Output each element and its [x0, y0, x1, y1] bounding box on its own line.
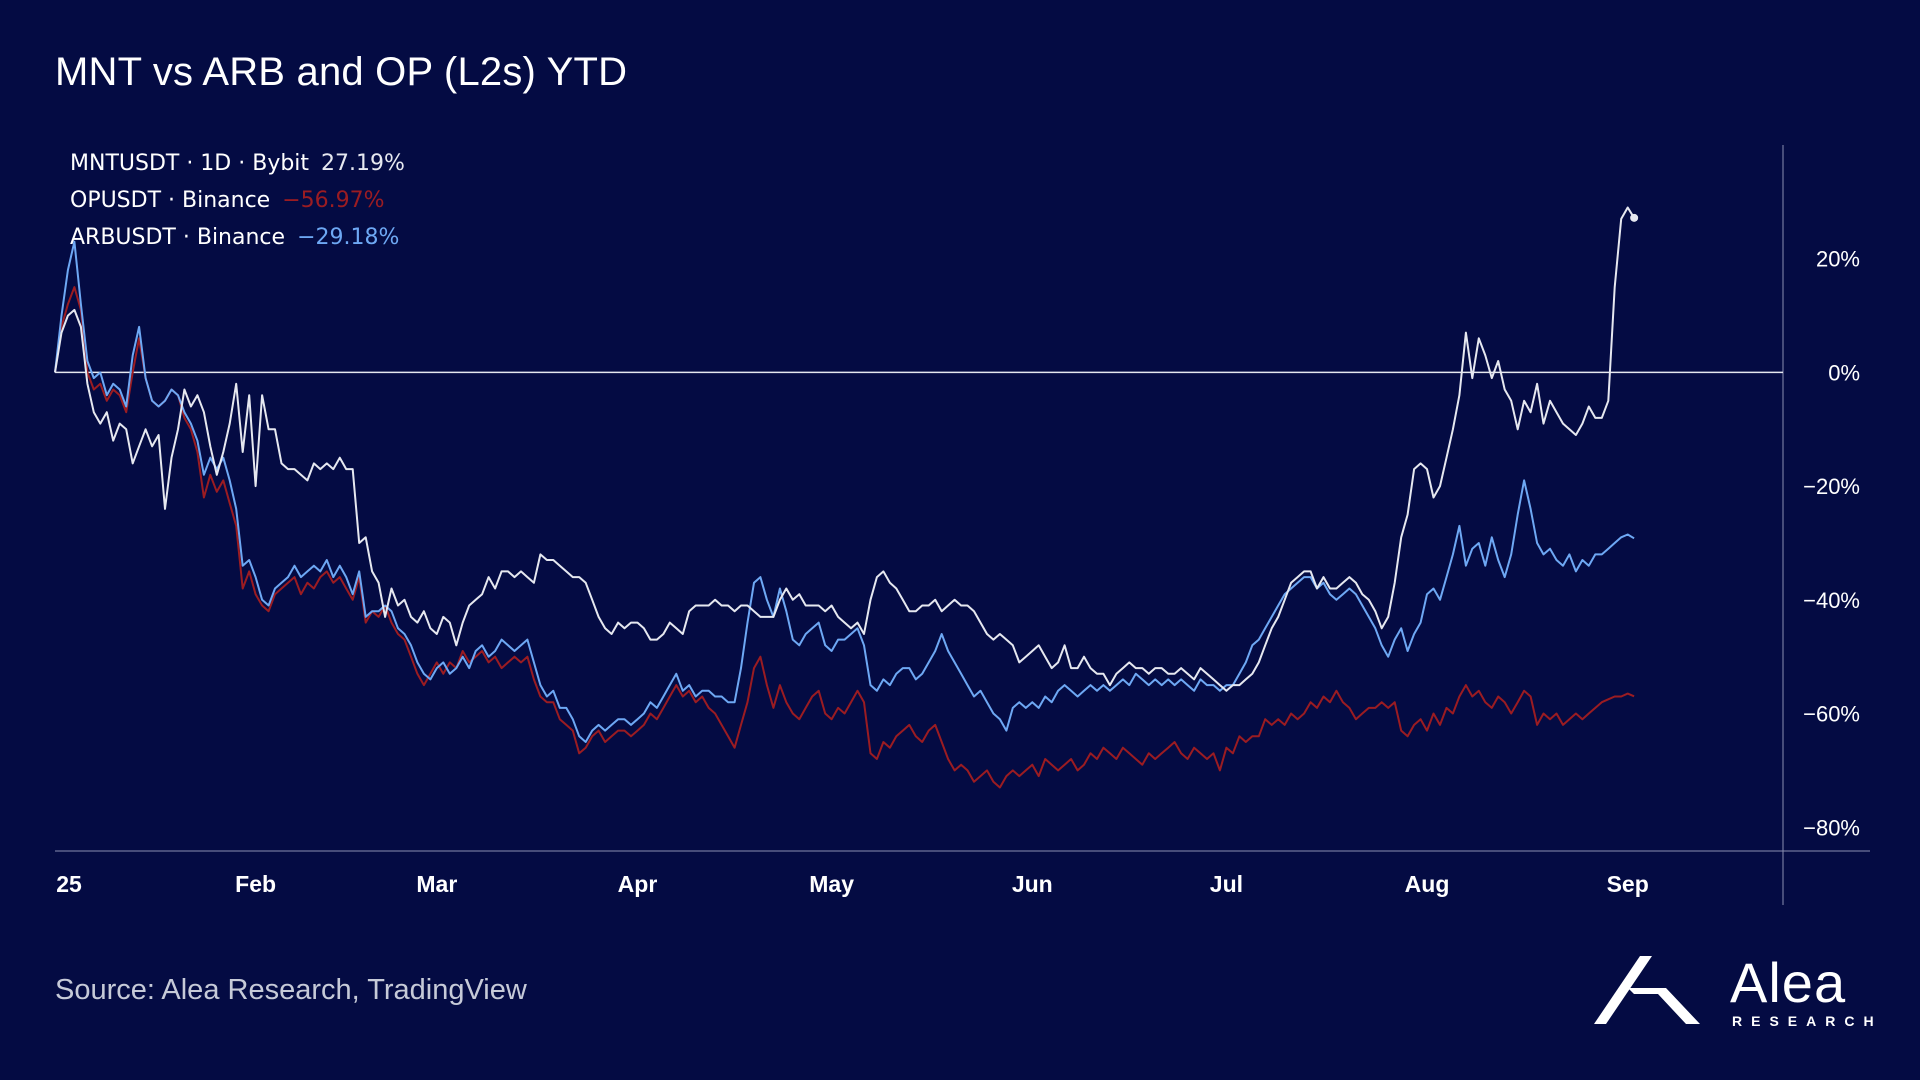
mnt-last-point	[1630, 213, 1639, 222]
legend-value: −56.97%	[282, 188, 385, 213]
chart-title: MNT vs ARB and OP (L2s) YTD	[55, 50, 628, 94]
legend-symbol: MNTUSDT · 1D · Bybit	[70, 151, 310, 176]
y-tick-label: −20%	[1803, 474, 1860, 499]
logo-subtitle: RESEARCH	[1732, 1013, 1883, 1029]
legend-symbol: OPUSDT · Binance	[70, 188, 271, 213]
legend-value: −29.18%	[297, 225, 400, 250]
legend-symbol: ARBUSDT · Binance	[70, 225, 286, 250]
series-line-opusdt	[54, 286, 1635, 789]
x-tick-label: Jun	[1012, 871, 1053, 897]
legend-entry-mnt[interactable]: MNTUSDT · 1D · Bybit 27.19%	[70, 145, 405, 182]
series-line-mntusdt	[54, 206, 1635, 692]
source-note: Source: Alea Research, TradingView	[55, 974, 527, 1006]
legend-value: 27.19%	[321, 151, 405, 176]
x-tick-label: May	[809, 871, 854, 897]
x-tick-label: Aug	[1405, 871, 1450, 897]
x-tick-label: Sep	[1607, 871, 1649, 897]
x-tick-label: Jul	[1210, 871, 1243, 897]
y-tick-label: −40%	[1803, 588, 1860, 613]
x-tick-label: Feb	[235, 871, 276, 897]
series-line-arbusdt	[54, 240, 1635, 743]
alea-logo-icon	[1594, 956, 1700, 1024]
legend-entry-op[interactable]: OPUSDT · Binance −56.97%	[70, 182, 405, 219]
legend: MNTUSDT · 1D · Bybit 27.19% OPUSDT · Bina…	[70, 145, 405, 256]
logo-wordmark: Alea	[1730, 951, 1847, 1014]
x-tick-label: Apr	[618, 871, 658, 897]
legend-entry-arb[interactable]: ARBUSDT · Binance −29.18%	[70, 219, 405, 256]
y-tick-label: −80%	[1803, 815, 1860, 840]
x-tick-label: Mar	[416, 871, 457, 897]
x-tick-label: 25	[56, 871, 82, 897]
y-tick-label: −60%	[1803, 702, 1860, 727]
y-tick-label: 20%	[1816, 247, 1860, 272]
y-tick-label: 0%	[1828, 360, 1860, 385]
